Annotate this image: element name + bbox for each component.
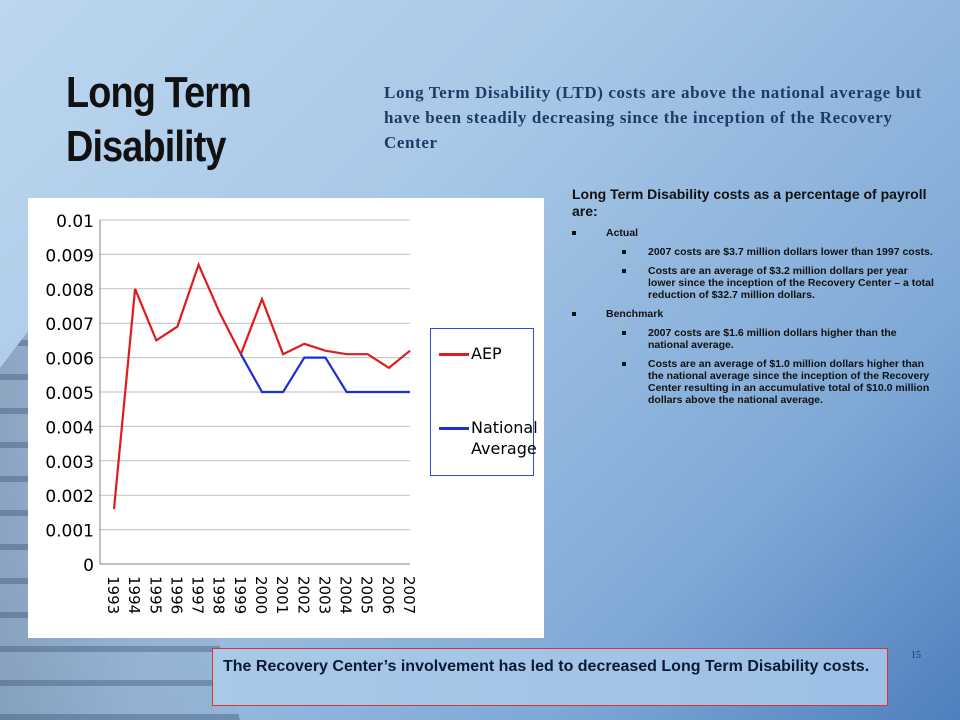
series-line-national-average [239, 353, 410, 394]
x-tick-label: 1995 [146, 576, 164, 614]
x-tick-label: 2004 [337, 576, 355, 614]
legend-label-national-line1: National [471, 418, 538, 437]
y-tick-label: 0.009 [45, 246, 94, 266]
legend-item-aep: AEP [439, 343, 502, 364]
intro-text: Long Term Disability (LTD) costs are abo… [384, 83, 922, 152]
bullet-benchmark-item: 2007 costs are $1.6 million dollars high… [622, 327, 938, 351]
x-tick-label: 1994 [125, 576, 143, 614]
x-tick-label: 2003 [315, 576, 333, 614]
x-tick-label: 1996 [167, 576, 185, 614]
x-tick-label: 1997 [189, 576, 207, 614]
x-tick-label: 1993 [104, 576, 122, 614]
conclusion-callout: The Recovery Center’s involvement has le… [212, 648, 888, 706]
y-tick-label: 0.004 [45, 418, 94, 438]
legend-label-aep: AEP [471, 344, 502, 363]
series-line-aep [112, 261, 411, 510]
chart-legend: AEP National Average [430, 328, 538, 476]
y-tick-label: 0.001 [45, 522, 94, 542]
y-tick-label: 0 [83, 556, 94, 576]
x-tick-label: 2001 [273, 576, 291, 614]
page-number: 15 [911, 650, 921, 661]
y-tick-label: 0.005 [45, 384, 94, 404]
y-tick-label: 0.008 [45, 281, 94, 301]
legend-swatch-aep [439, 353, 469, 356]
chart-svg: 0 0.001 0.002 0.003 0.004 0.005 0.006 0.007 0.00… [45, 212, 418, 614]
findings-lead: Long Term Disability costs as a percenta… [572, 186, 927, 219]
y-tick-label: 0.002 [45, 487, 94, 507]
y-tick-label: 0.01 [56, 212, 94, 232]
y-tick-label: 0.003 [45, 453, 94, 473]
ltd-line-chart: 0 0.001 0.002 0.003 0.004 0.005 0.006 0.007 0.00… [28, 198, 544, 638]
y-tick-label: 0.007 [45, 315, 94, 335]
x-tick-label: 1998 [210, 576, 228, 614]
bullet-actual: Actual [572, 227, 944, 240]
legend-label-national-line2: Average [471, 439, 537, 458]
bullet-actual-item: Costs are an average of $3.2 million dol… [622, 265, 938, 301]
x-tick-label: 2000 [252, 576, 270, 614]
x-tick-label: 2006 [379, 576, 397, 614]
x-tick-label: 2002 [294, 576, 312, 614]
x-tick-label: 2005 [358, 576, 376, 614]
x-tick-label: 2007 [400, 576, 418, 614]
legend-item-national: National Average [439, 417, 538, 459]
legend-swatch-national [439, 427, 469, 430]
bullet-actual-item: 2007 costs are $3.7 million dollars lowe… [622, 246, 938, 258]
page-title: Long Term Disability [66, 68, 252, 171]
findings-list: Long Term Disability costs as a percenta… [572, 186, 944, 413]
y-tick-label: 0.006 [45, 350, 94, 370]
legend-label-national: National Average [471, 417, 538, 459]
x-tick-label: 1999 [231, 576, 249, 614]
bullet-benchmark: Benchmark [572, 308, 944, 321]
bullet-benchmark-item: Costs are an average of $1.0 million dol… [622, 358, 938, 406]
